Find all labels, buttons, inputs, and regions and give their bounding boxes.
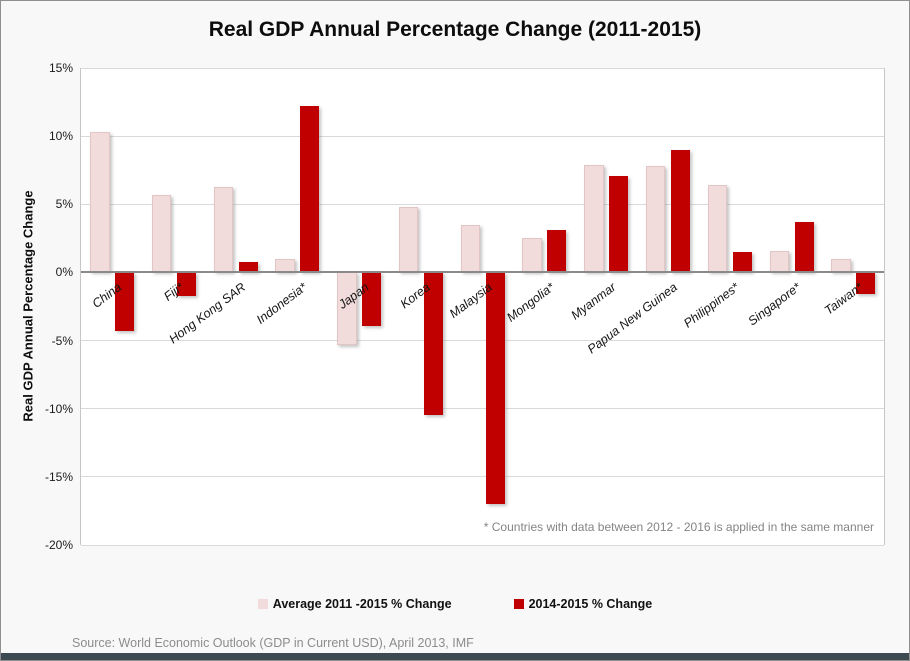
bar-recent-myanmar [609, 175, 629, 273]
bar-average-malaysia [460, 224, 481, 273]
y-axis-tick-label: -20% [44, 538, 73, 552]
bar-average-china [90, 132, 110, 273]
gridline [81, 340, 884, 342]
bar-average-korea [398, 207, 419, 273]
y-axis-title: Real GDP Annual Percentage Change [20, 190, 36, 422]
bar-average-hong-kong-sar [213, 186, 233, 273]
y-axis-tick-label: 10% [48, 129, 73, 144]
source-note: Source: World Economic Outlook (GDP in C… [72, 636, 474, 650]
bar-average-indonesia- [275, 258, 295, 273]
legend-swatch [257, 599, 268, 609]
bar-recent-indonesia- [300, 106, 320, 273]
bar-recent-malaysia [485, 272, 505, 505]
y-axis-tick-label: 5% [55, 197, 73, 212]
gridline [81, 408, 884, 410]
bar-average-mongolia- [522, 238, 542, 273]
bar-recent-china [115, 272, 134, 331]
bar-recent-korea [423, 272, 443, 416]
x-axis-label: Myanmar [568, 280, 619, 323]
chart-title: Real GDP Annual Percentage Change (2011-… [208, 18, 702, 41]
legend-label: 2014-2015 % Change [528, 597, 653, 611]
gridline [81, 67, 884, 69]
bar-average-philippines- [707, 185, 728, 273]
bar-recent-hong-kong-sar [238, 261, 258, 273]
plot-area: * Countries with data between 2012 - 201… [45, 61, 885, 552]
legend-label: Average 2011 -2015 % Change [272, 597, 452, 611]
gridline [81, 203, 884, 205]
footnote: * Countries with data between 2012 - 201… [483, 520, 874, 534]
y-axis-tick-label: 15% [48, 61, 73, 75]
y-axis-tick-label: -15% [44, 469, 73, 484]
bar-average-singapore- [769, 250, 789, 273]
legend-item: Average 2011 -2015 % Change [257, 597, 452, 611]
x-axis-label: Philippines* [681, 280, 743, 331]
gridline [81, 476, 884, 478]
legend: Average 2011 -2015 % Change 2014-2015 % C… [1, 597, 909, 611]
x-axis-label: Singapore* [745, 280, 804, 329]
x-axis-label: Indonesia* [254, 280, 310, 328]
bar-recent-japan [362, 272, 382, 326]
bar-recent-taiwan- [856, 272, 876, 295]
y-axis-tick-label: -10% [44, 401, 73, 416]
zero-axis-line [81, 271, 884, 274]
gridline [81, 135, 884, 137]
legend-item: 2014-2015 % Change [513, 597, 653, 611]
bar-average-myanmar [584, 164, 604, 273]
y-axis-tick-label: 0% [55, 265, 73, 280]
bar-recent-philippines- [732, 252, 752, 273]
y-axis-tick-label: -5% [51, 333, 73, 348]
x-axis-label: Mongolia* [503, 280, 557, 326]
bottom-border-strip [1, 653, 909, 660]
gridline [81, 544, 884, 546]
bar-average-taiwan- [831, 258, 851, 273]
legend-swatch [513, 599, 524, 609]
x-axis-label: Taiwan* [821, 280, 866, 319]
bar-average-papua-new-guinea [645, 166, 666, 273]
bar-recent-fiji- [176, 272, 196, 296]
bar-average-fiji- [151, 194, 172, 273]
bar-recent-mongolia- [547, 230, 567, 273]
bar-recent-papua-new-guinea [670, 149, 690, 273]
bar-recent-singapore- [794, 222, 814, 273]
